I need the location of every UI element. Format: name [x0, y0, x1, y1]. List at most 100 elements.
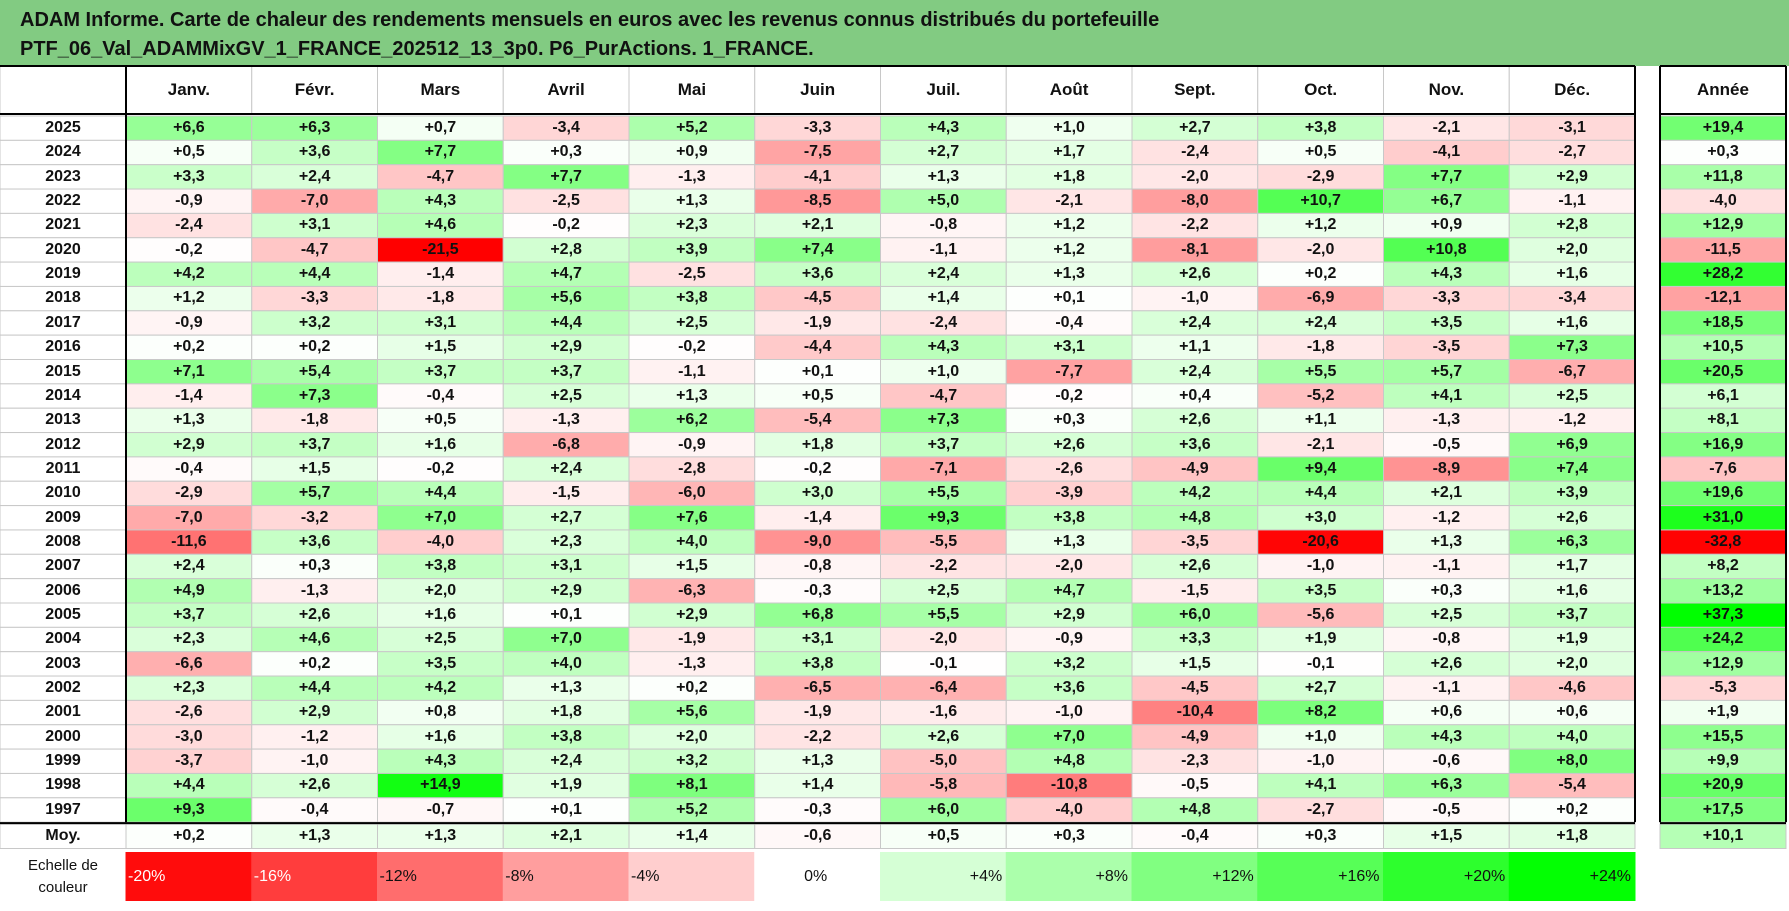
- heatmap-cell-value: +2,6: [1053, 435, 1085, 453]
- heatmap-cell-value: -2,8: [678, 459, 706, 477]
- heatmap-cell: [1257, 164, 1384, 190]
- heatmap-cell-value: +1,0: [1304, 727, 1337, 745]
- heatmap-cell: [377, 334, 504, 360]
- heatmap-cell: [1005, 748, 1133, 774]
- heatmap-cell-value: +3,1: [298, 216, 331, 234]
- heatmap-cell-value: -0,2: [803, 459, 832, 477]
- heatmap-cell-value: +4,4: [424, 484, 457, 502]
- annual-cell-value: +0,3: [1707, 143, 1739, 161]
- heatmap-cell-value: +4,0: [1556, 727, 1588, 745]
- year-label: 2014: [45, 386, 81, 404]
- heatmap-cell: [1508, 188, 1636, 214]
- heatmap-cell: [1005, 407, 1133, 434]
- heatmap-cell-value: +6,9: [1556, 435, 1588, 453]
- month-header-cell: [628, 65, 756, 115]
- heatmap-cell-value: -5,2: [1306, 386, 1335, 404]
- heatmap-cell-value: +3,7: [173, 606, 205, 623]
- heatmap-cell: [1005, 505, 1133, 531]
- heatmap-cell-value: -1,8: [1306, 338, 1335, 356]
- heatmap-cell-value: -6,9: [1306, 289, 1335, 307]
- heatmap-cell: [1383, 724, 1510, 750]
- heatmap-cell: [251, 772, 378, 799]
- heatmap-cell-value: +1,0: [1053, 119, 1085, 136]
- heatmap-cell-value: +7,0: [1053, 727, 1085, 745]
- heatmap-cell-value: +0,2: [1556, 800, 1588, 818]
- heatmap-cell-value: -3,4: [552, 119, 580, 136]
- heatmap-cell-value: -0,7: [426, 800, 455, 818]
- heatmap-cell-value: -0,2: [175, 240, 203, 258]
- heatmap-cell: [880, 285, 1007, 312]
- heatmap-cell: [377, 237, 504, 263]
- heatmap-cell-value: -2,2: [1181, 216, 1209, 234]
- year-label: 2017: [45, 313, 81, 331]
- heatmap-cell: [754, 115, 881, 141]
- heatmap-cell-value: -2,4: [1181, 143, 1209, 161]
- heatmap-cell-value: -2,7: [1306, 800, 1335, 818]
- heatmap-cell: [377, 578, 504, 604]
- heatmap-cell-value: +4,7: [1053, 581, 1085, 599]
- heatmap-cell-value: -1,8: [300, 411, 329, 429]
- heatmap-cell-value: +7,3: [298, 386, 331, 404]
- heatmap-cell-value: +1,2: [1053, 216, 1085, 234]
- heatmap-cell-value: -1,9: [803, 313, 832, 331]
- heatmap-cell: [754, 359, 881, 385]
- heatmap-cell: [754, 212, 881, 239]
- scale-swatch: [1508, 852, 1636, 901]
- annual-cell-value: +15,5: [1702, 727, 1744, 745]
- heatmap-cell-value: -1,5: [1181, 581, 1209, 599]
- heatmap-cell-value: +1,5: [424, 338, 457, 356]
- average-cell: [377, 823, 504, 850]
- heatmap-cell-value: -0,8: [803, 557, 832, 575]
- heatmap-cell: [1383, 212, 1510, 239]
- heatmap-cell: [1508, 432, 1636, 458]
- heatmap-cell-value: -5,8: [929, 776, 958, 794]
- heatmap-cell-value: -1,3: [678, 167, 706, 185]
- heatmap-cell-value: +0,2: [173, 338, 205, 356]
- average-cell: [125, 823, 253, 850]
- heatmap-cell-value: +2,4: [1179, 362, 1211, 380]
- heatmap-cell: [628, 675, 756, 701]
- annual-cell-value: +24,2: [1702, 630, 1744, 648]
- heatmap-cell: [880, 164, 1007, 190]
- heatmap-cell-value: +3,1: [424, 313, 457, 331]
- heatmap-cell-value: -8,0: [1181, 192, 1209, 210]
- heatmap-cell-value: +1,9: [1556, 630, 1588, 648]
- heatmap-cell: [754, 699, 881, 726]
- heatmap-cell-value: +0,2: [298, 338, 331, 356]
- heatmap-cell-value: -1,0: [1181, 289, 1209, 307]
- heatmap-cell-value: -7,5: [803, 143, 832, 161]
- heatmap-cell-value: -0,8: [1432, 630, 1461, 648]
- heatmap-cell: [1508, 407, 1636, 434]
- heatmap-cell-value: +7,4: [801, 240, 834, 258]
- heatmap-cell-value: +5,2: [676, 800, 708, 818]
- heatmap-cell-value: +2,3: [173, 679, 205, 697]
- heatmap-cell-value: -3,5: [1432, 338, 1461, 356]
- heatmap-cell-value: +1,3: [927, 167, 960, 185]
- heatmap-cell: [754, 310, 881, 336]
- heatmap-cell-value: +2,5: [676, 313, 708, 331]
- heatmap-cell-value: -4,1: [1432, 143, 1461, 161]
- year-label: 2011: [45, 459, 81, 477]
- heatmap-cell-value: -7,7: [1055, 362, 1083, 380]
- heatmap-cell: [502, 626, 630, 653]
- heatmap-cell: [628, 212, 756, 239]
- annual-cell: [1659, 797, 1787, 823]
- heatmap-cell-value: +4,9: [173, 581, 205, 599]
- heatmap-cell-value: +0,1: [1053, 289, 1085, 307]
- heatmap-cell-value: +5,5: [927, 484, 960, 502]
- heatmap-cell: [1508, 772, 1636, 799]
- heatmap-cell: [377, 383, 504, 409]
- average-annual-value: +10,1: [1702, 827, 1744, 845]
- average-cell-value: +1,3: [424, 827, 457, 845]
- title-line-1: ADAM Informe. Carte de chaleur des rende…: [20, 9, 1160, 31]
- year-label: 2022: [45, 192, 81, 210]
- heatmap-cell: [251, 748, 378, 774]
- heatmap-cell-value: +1,9: [1304, 630, 1337, 648]
- annual-cell: [1659, 237, 1787, 263]
- heatmap-cell-value: -2,7: [1558, 143, 1586, 161]
- heatmap-cell-value: +7,7: [1430, 167, 1463, 185]
- heatmap-cell-value: +2,6: [1556, 508, 1588, 526]
- heatmap-cell-value: -0,9: [175, 313, 203, 331]
- heatmap-cell-value: +4,4: [298, 265, 331, 283]
- scale-label: Echelle de couleur: [0, 853, 126, 901]
